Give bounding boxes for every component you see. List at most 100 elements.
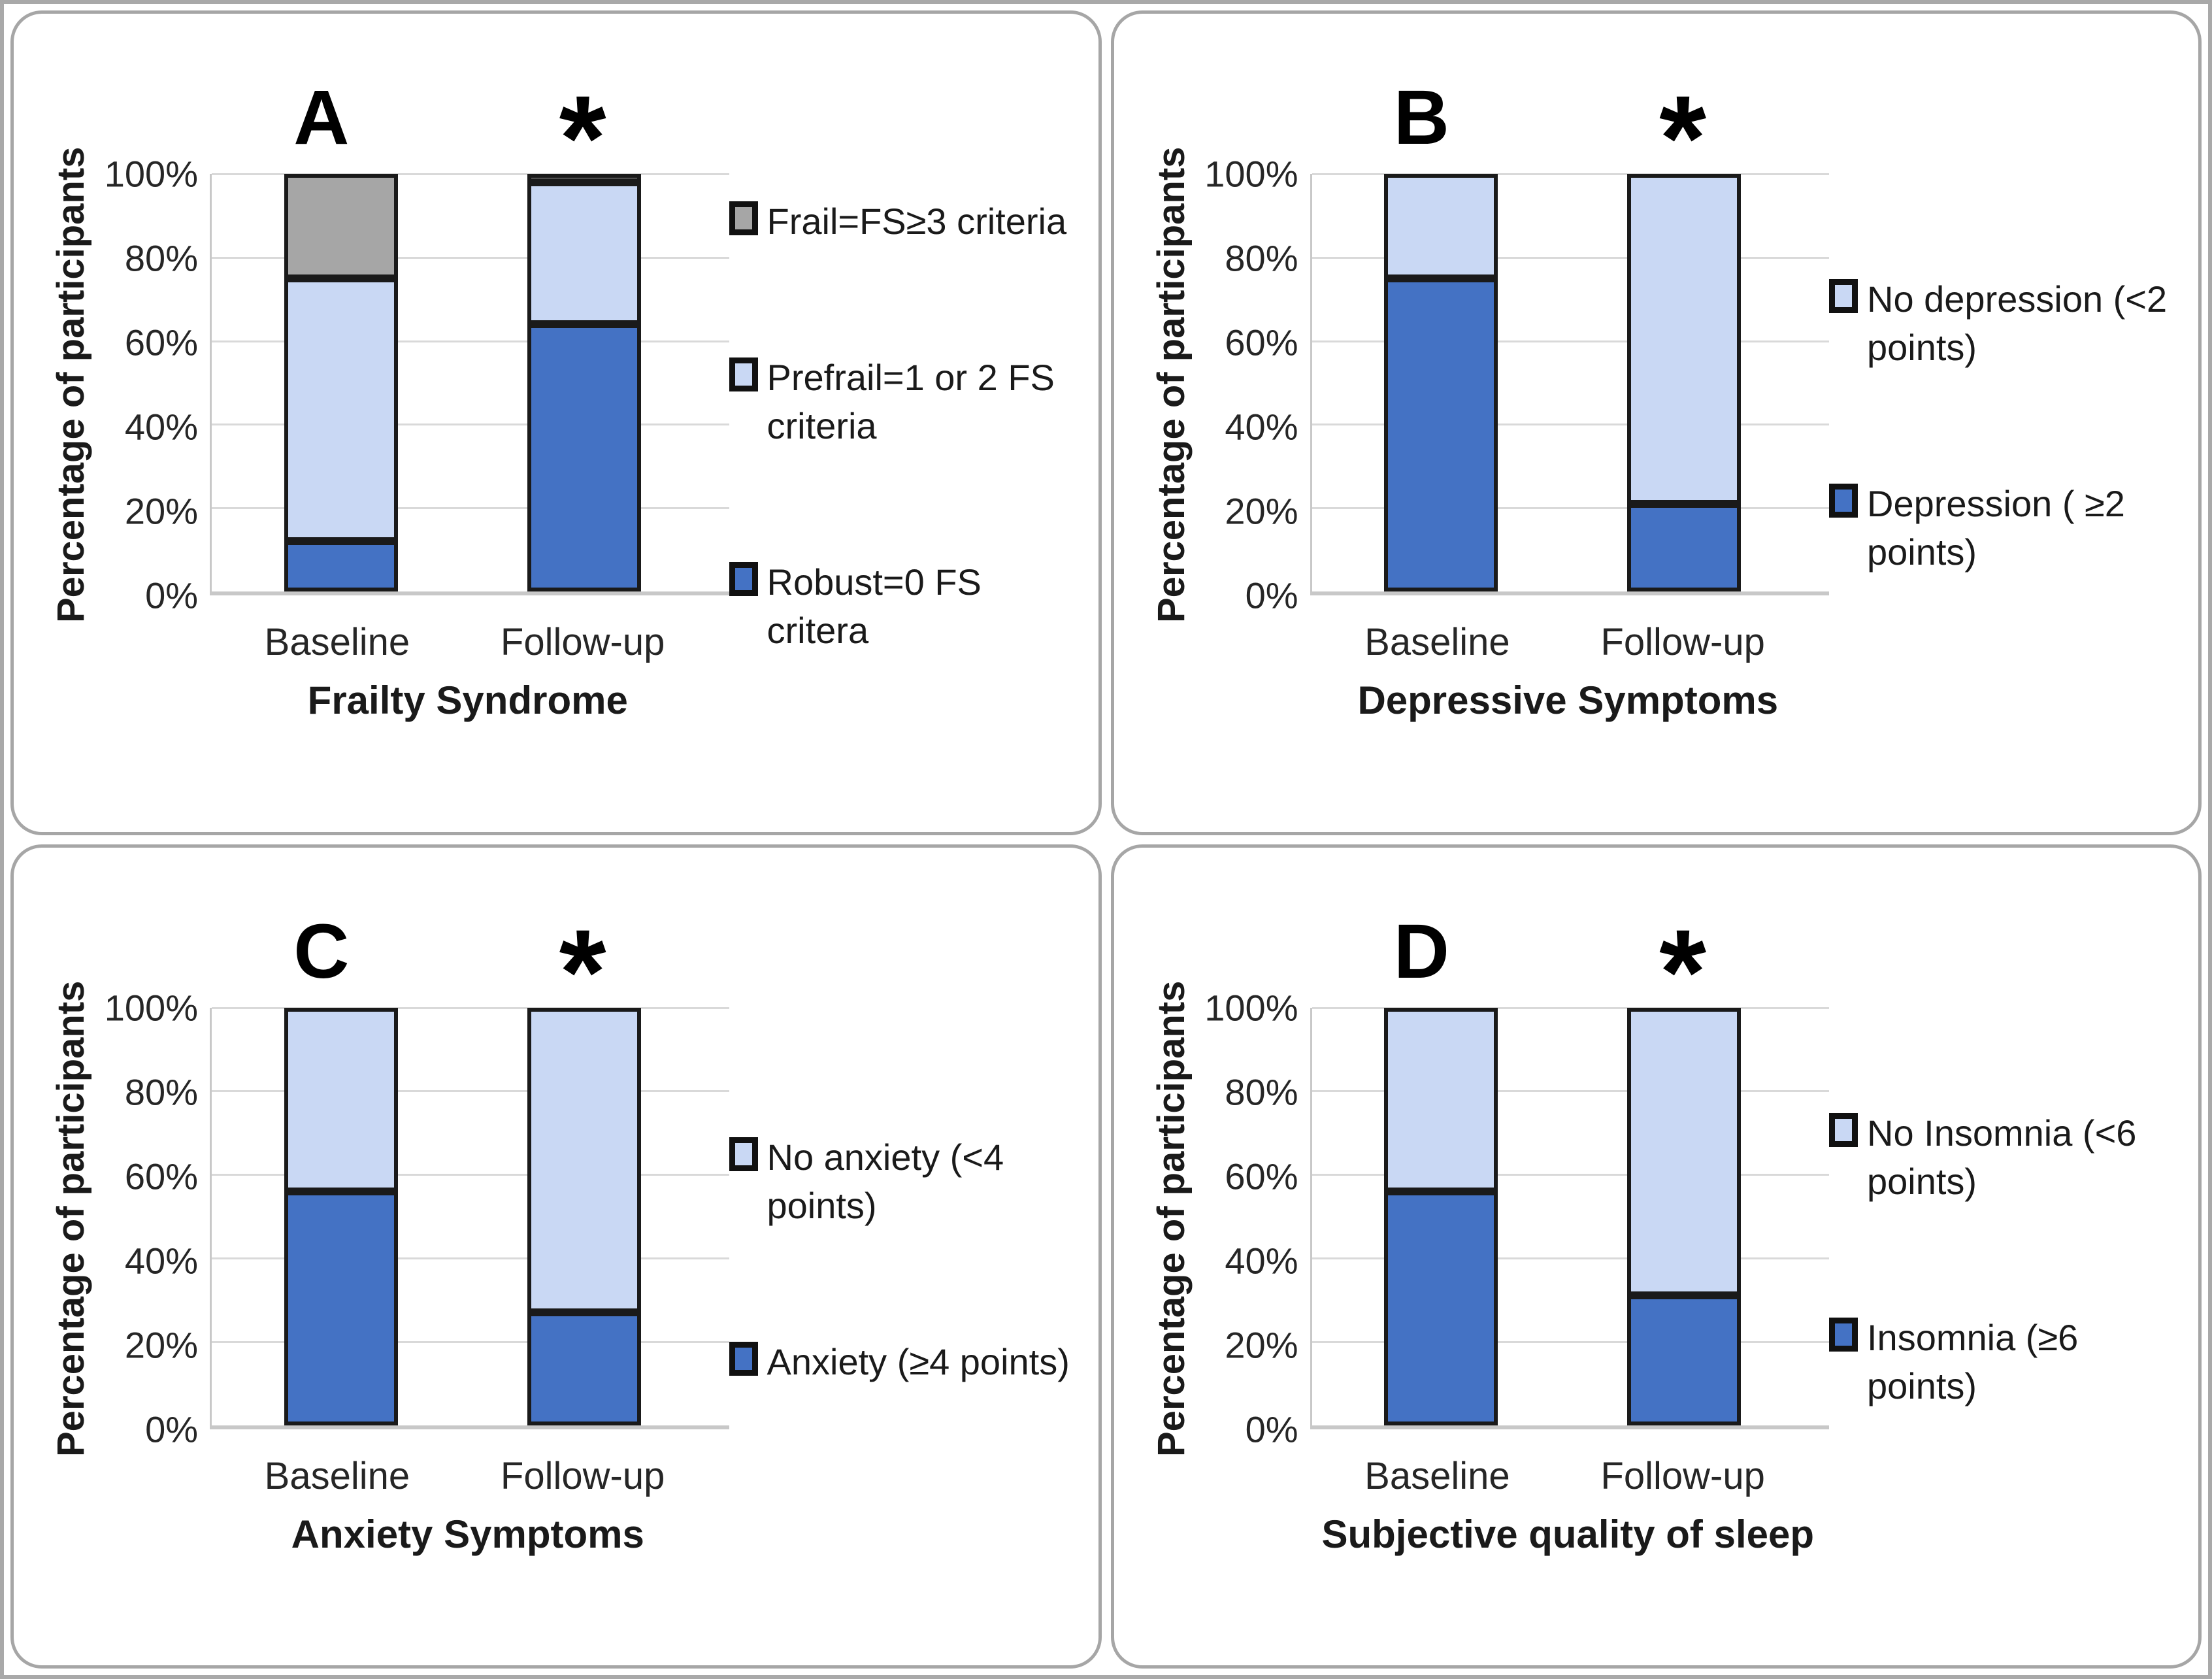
bar-segment — [527, 174, 641, 182]
legend-label: No anxiety (<4 points) — [767, 1136, 1004, 1226]
legend-label: Insomnia (≥6 points) — [1867, 1316, 2079, 1406]
chart-header: B * — [1307, 33, 1830, 206]
x-category-labels: Baseline Follow-up — [206, 1429, 729, 1508]
legend-item: Frail=FS≥3 criteria — [729, 197, 1079, 246]
legend-item: Anxiety (≥4 points) — [729, 1338, 1079, 1386]
y-axis-ticks: 100% 80% 60% 40% 20% 0% — [1199, 987, 1310, 1450]
stacked-bar-follow-up — [1627, 1007, 1742, 1425]
y-tick-label: 100% — [104, 153, 198, 195]
y-tick-label: 60% — [124, 1155, 198, 1197]
legend-item: Insomnia (≥6 points) — [1829, 1314, 2179, 1410]
bar-segment — [284, 278, 398, 542]
x-category-label: Baseline — [1364, 1454, 1510, 1497]
y-tick-label: 60% — [1225, 322, 1298, 363]
x-axis-title: Depressive Symptoms — [1357, 678, 1779, 722]
chart-a: A * Percentage of participants 100% 80% 60… — [43, 33, 729, 819]
legend-swatch — [729, 1341, 758, 1376]
y-tick-label: 80% — [1225, 1071, 1298, 1112]
gridline — [212, 340, 729, 342]
chart-header: C * — [206, 867, 729, 1040]
panel-letter: D — [1393, 908, 1449, 995]
bar-segment — [1627, 1295, 1742, 1425]
gridline — [1312, 507, 1829, 510]
y-tick-label: 0% — [145, 574, 198, 616]
panel-a: A * Percentage of participants 100% 80% 60… — [10, 10, 1102, 835]
gridline — [212, 256, 729, 259]
y-tick-label: 80% — [1225, 237, 1298, 279]
gridline — [1312, 1340, 1829, 1343]
bar-segment — [1627, 503, 1742, 591]
gridline — [1312, 1006, 1829, 1009]
y-axis-title: Percentage of participants — [50, 980, 92, 1457]
chart-c: C * Percentage of participants 100% 80% 60… — [43, 867, 729, 1653]
gridline — [1312, 256, 1829, 259]
y-tick-label: 60% — [124, 322, 198, 363]
legend-item: Depression ( ≥2 points) — [1829, 480, 2179, 576]
bar-segment — [284, 1191, 398, 1425]
chart-body: Percentage of participants 100% 80% 60% 40%… — [1144, 146, 1829, 623]
legend-item: No depression (<2 points) — [1829, 275, 2179, 372]
chart-d: D * Percentage of participants 100% 80% 60… — [1144, 867, 1830, 1653]
panel-letter: A — [293, 75, 350, 161]
panel-letter: C — [293, 908, 350, 995]
gridline — [1312, 1090, 1829, 1093]
y-tick-label: 20% — [1225, 490, 1298, 532]
y-tick-label: 40% — [1225, 1240, 1298, 1281]
y-tick-label: 40% — [124, 406, 198, 448]
plot-area — [210, 173, 729, 595]
legend-swatch — [729, 201, 758, 235]
chart-header: A * — [206, 33, 729, 206]
x-category-labels: Baseline Follow-up — [1307, 595, 1830, 674]
y-tick-label: 100% — [1204, 987, 1298, 1028]
gridline — [212, 1257, 729, 1259]
bar-segment — [527, 1007, 641, 1312]
x-axis-title: Anxiety Symptoms — [291, 1512, 644, 1556]
legend-label: Robust=0 FS critera — [767, 561, 982, 651]
legend: No depression (<2 points) Depression ( ≥2… — [1829, 33, 2185, 819]
chart-body: Percentage of participants 100% 80% 60% 40%… — [43, 146, 729, 623]
panel-c: C * Percentage of participants 100% 80% 60… — [10, 844, 1102, 1669]
legend-label: No Insomnia (<6 points) — [1867, 1112, 2137, 1202]
y-axis-ticks: 100% 80% 60% 40% 20% 0% — [99, 154, 210, 616]
legend: Frail=FS≥3 criteria Prefrail=1 or 2 FS cr… — [729, 33, 1085, 819]
legend: No Insomnia (<6 points) Insomnia (≥6 poin… — [1829, 867, 2185, 1653]
stacked-bar-baseline — [284, 174, 398, 591]
y-tick-label: 60% — [1225, 1155, 1298, 1197]
y-tick-label: 80% — [124, 1071, 198, 1112]
gridline — [1312, 1257, 1829, 1259]
gridline — [212, 1340, 729, 1343]
bar-segment — [1384, 278, 1498, 591]
legend-item: No anxiety (<4 points) — [729, 1133, 1079, 1230]
chart-body: Percentage of participants 100% 80% 60% 40%… — [43, 980, 729, 1457]
y-tick-label: 100% — [104, 987, 198, 1028]
chart-b: B * Percentage of participants 100% 80% 60… — [1144, 33, 1830, 819]
x-category-labels: Baseline Follow-up — [206, 595, 729, 674]
chart-header: D * — [1307, 867, 1830, 1040]
y-axis-title: Percentage of participants — [50, 146, 92, 623]
y-axis-title: Percentage of participants — [1149, 980, 1193, 1457]
legend-item: Robust=0 FS critera — [729, 558, 1079, 655]
gridline — [1312, 173, 1829, 175]
x-category-labels: Baseline Follow-up — [1307, 1429, 1830, 1508]
plot-area — [1310, 1006, 1829, 1429]
legend-label: Prefrail=1 or 2 FS criteria — [767, 356, 1055, 446]
gridline — [1312, 424, 1829, 426]
gridline — [212, 1090, 729, 1093]
y-tick-label: 0% — [1245, 1408, 1298, 1450]
plot-area — [1310, 173, 1829, 595]
y-tick-label: 40% — [124, 1240, 198, 1281]
y-axis-title: Percentage of participants — [1149, 146, 1193, 623]
y-axis-ticks: 100% 80% 60% 40% 20% 0% — [99, 987, 210, 1450]
legend-swatch — [1829, 1112, 1858, 1147]
bar-segment — [527, 182, 641, 325]
gridline — [212, 424, 729, 426]
bar-segment — [527, 324, 641, 591]
legend-swatch — [729, 357, 758, 391]
y-tick-label: 0% — [145, 1408, 198, 1450]
x-category-label: Baseline — [264, 1454, 410, 1497]
gridline — [1312, 340, 1829, 342]
plot-area — [210, 1006, 729, 1429]
legend-swatch — [729, 561, 758, 596]
legend-label: No depression (<2 points) — [1867, 278, 2168, 369]
x-category-label: Follow-up — [500, 1454, 665, 1497]
